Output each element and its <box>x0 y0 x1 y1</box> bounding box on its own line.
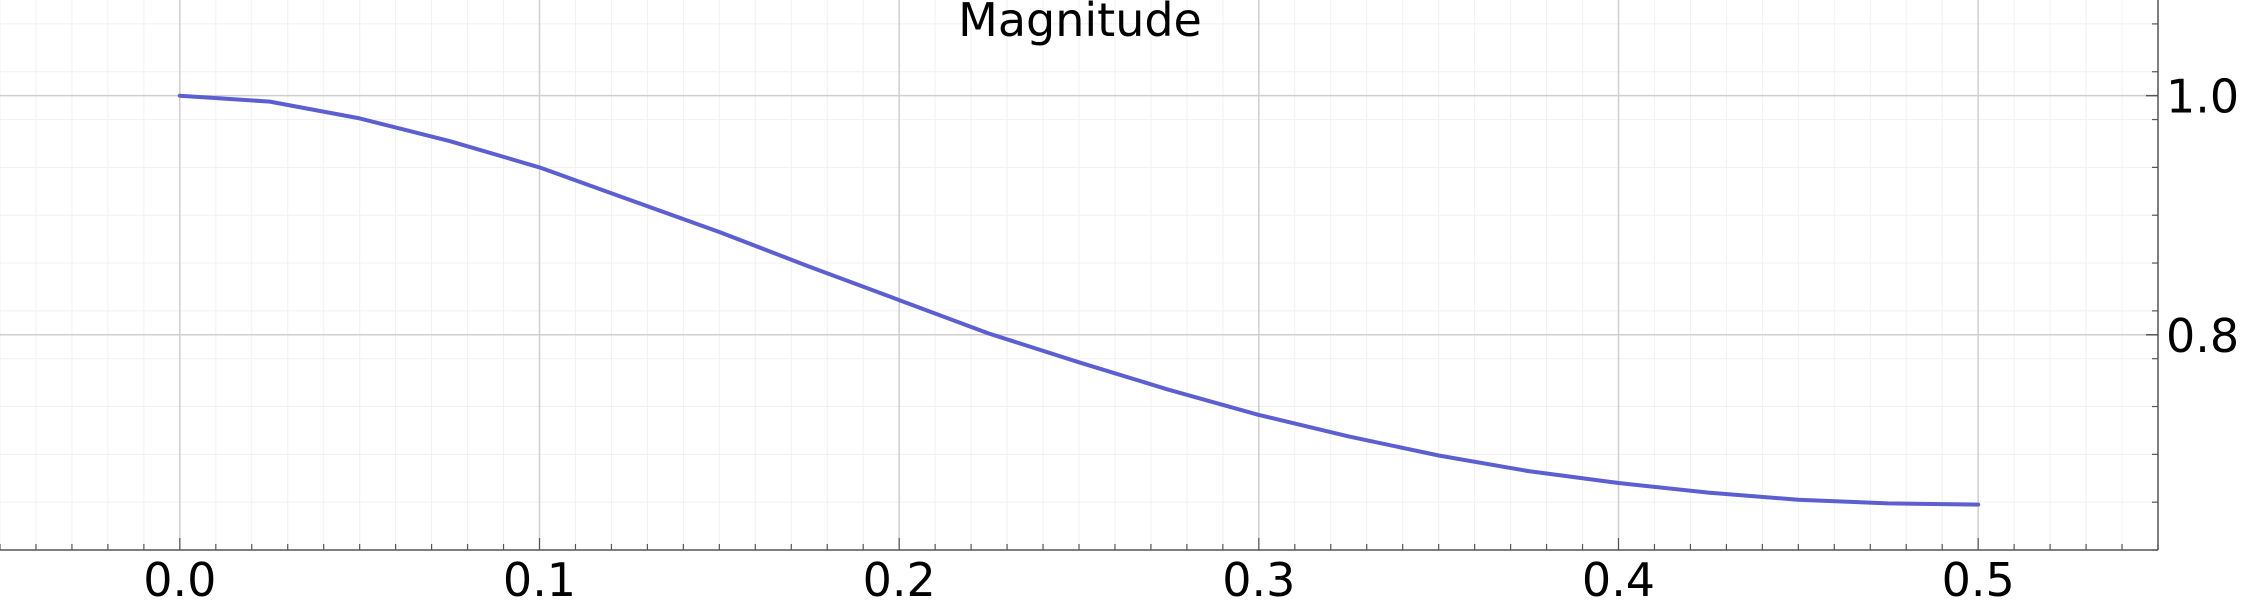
minor-grid <box>0 0 2159 551</box>
x-tick-label: 0.3 <box>1222 553 1295 600</box>
x-tick-label: 0.2 <box>863 553 936 600</box>
x-tick-label: 0.1 <box>503 553 576 600</box>
y-tick-label: 0.8 <box>2166 309 2239 363</box>
axes <box>0 0 2159 551</box>
x-tick-label: 0.5 <box>1942 553 2015 600</box>
x-tick-label: 0.4 <box>1582 553 1655 600</box>
tick-labels: 0.0 0.1 0.2 0.3 0.4 0.5 0.8 1.0 <box>143 70 2239 600</box>
magnitude-series-line <box>177 93 1981 507</box>
series-layer <box>177 93 1981 507</box>
x-tick-label: 0.0 <box>143 553 216 600</box>
y-tick-label: 1.0 <box>2166 70 2239 124</box>
chart-title: Magnitude <box>958 0 1202 47</box>
major-grid <box>0 0 2158 550</box>
